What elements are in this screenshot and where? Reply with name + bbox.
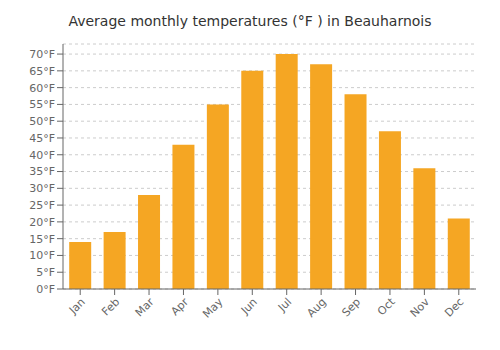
svg-text:40°F: 40°F <box>29 149 55 162</box>
svg-text:Feb: Feb <box>99 295 122 318</box>
svg-text:20°F: 20°F <box>29 216 55 229</box>
svg-text:May: May <box>200 295 226 321</box>
svg-text:Dec: Dec <box>442 295 466 319</box>
svg-text:Nov: Nov <box>408 295 433 320</box>
svg-text:Jan: Jan <box>66 295 88 317</box>
svg-text:5°F: 5°F <box>36 266 55 279</box>
svg-text:Apr: Apr <box>168 295 191 318</box>
svg-text:55°F: 55°F <box>29 98 55 111</box>
svg-text:25°F: 25°F <box>29 199 55 212</box>
svg-text:Aug: Aug <box>304 295 328 319</box>
svg-text:30°F: 30°F <box>29 182 55 195</box>
html-text:Average monthly temperatures (: Average monthly temperatures (°F ) in Be… <box>68 13 432 29</box>
svg-text:0°F: 0°F <box>36 283 55 296</box>
svg-text:15°F: 15°F <box>29 233 55 246</box>
svg-text:65°F: 65°F <box>29 65 55 78</box>
svg-text:50°F: 50°F <box>29 115 55 128</box>
svg-text:Jul: Jul <box>275 295 294 314</box>
svg-text:10°F: 10°F <box>29 249 55 262</box>
svg-text:Mar: Mar <box>133 295 157 319</box>
svg-text:60°F: 60°F <box>29 82 55 95</box>
svg-text:70°F: 70°F <box>29 48 55 61</box>
svg-text:Sep: Sep <box>339 295 363 319</box>
svg-text:35°F: 35°F <box>29 165 55 178</box>
svg-text:45°F: 45°F <box>29 132 55 145</box>
svg-text:Jun: Jun <box>238 295 260 317</box>
svg-text:Oct: Oct <box>375 295 398 318</box>
